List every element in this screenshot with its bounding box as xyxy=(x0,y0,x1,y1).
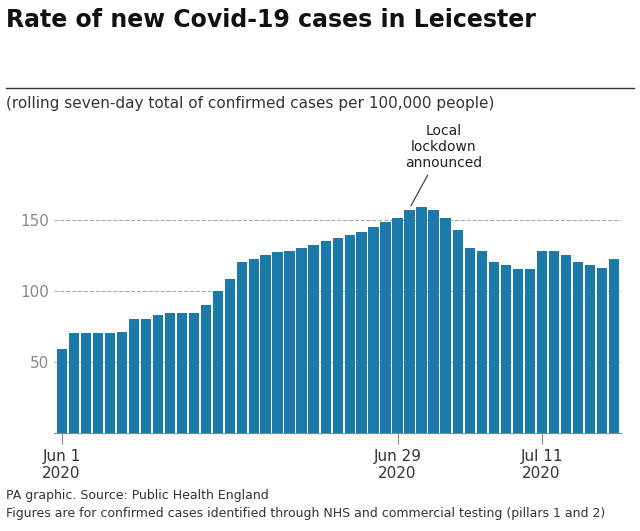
Bar xyxy=(525,269,534,433)
Bar xyxy=(237,262,246,433)
Text: Figures are for confirmed cases identified through NHS and commercial testing (p: Figures are for confirmed cases identifi… xyxy=(6,507,605,520)
Text: Rate of new Covid-19 cases in Leicester: Rate of new Covid-19 cases in Leicester xyxy=(6,8,536,32)
Text: (rolling seven-day total of confirmed cases per 100,000 people): (rolling seven-day total of confirmed ca… xyxy=(6,96,495,110)
Bar xyxy=(56,349,67,433)
Bar xyxy=(248,260,259,433)
Bar xyxy=(164,313,175,433)
Bar xyxy=(381,222,390,433)
Bar xyxy=(212,290,223,433)
Bar xyxy=(129,319,139,433)
Bar xyxy=(296,248,307,433)
Bar xyxy=(104,333,115,433)
Bar xyxy=(333,238,342,433)
Bar xyxy=(609,260,619,433)
Bar xyxy=(488,262,499,433)
Bar xyxy=(536,251,547,433)
Bar xyxy=(68,333,79,433)
Bar xyxy=(356,233,367,433)
Bar xyxy=(417,207,427,433)
Bar xyxy=(561,255,571,433)
Bar xyxy=(429,210,438,433)
Bar xyxy=(477,251,486,433)
Text: PA graphic. Source: Public Health England: PA graphic. Source: Public Health Englan… xyxy=(6,489,269,501)
Bar xyxy=(452,229,463,433)
Bar xyxy=(116,332,127,433)
Bar xyxy=(440,218,451,433)
Text: Local
lockdown
announced: Local lockdown announced xyxy=(404,124,482,206)
Bar xyxy=(285,251,294,433)
Bar xyxy=(573,262,582,433)
Bar xyxy=(404,210,415,433)
Bar xyxy=(141,319,150,433)
Bar xyxy=(548,251,559,433)
Bar xyxy=(81,333,91,433)
Bar xyxy=(273,252,283,433)
Bar xyxy=(93,333,102,433)
Bar xyxy=(225,279,235,433)
Bar xyxy=(513,269,523,433)
Bar xyxy=(596,268,607,433)
Bar xyxy=(189,313,198,433)
Bar xyxy=(260,255,271,433)
Bar xyxy=(152,315,163,433)
Bar xyxy=(308,245,319,433)
Bar xyxy=(500,265,511,433)
Bar xyxy=(200,305,211,433)
Bar xyxy=(344,235,355,433)
Bar xyxy=(369,227,379,433)
Bar xyxy=(321,241,331,433)
Bar xyxy=(392,218,403,433)
Bar xyxy=(465,248,475,433)
Bar xyxy=(177,313,187,433)
Bar xyxy=(584,265,595,433)
